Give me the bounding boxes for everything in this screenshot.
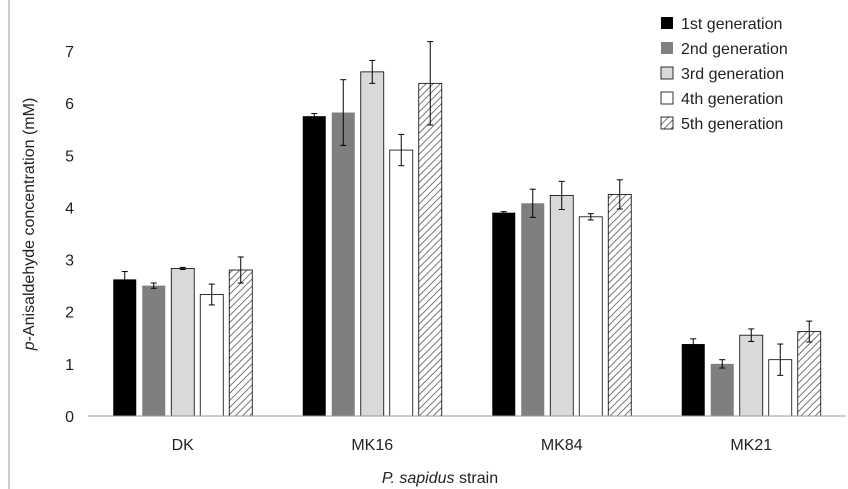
legend-label: 3rd generation [681, 66, 784, 83]
x-axis-ticks: DK MK16 MK84 MK21 [172, 437, 773, 454]
legend-swatch [660, 66, 674, 80]
bar [360, 71, 385, 417]
bar [228, 269, 253, 417]
y-axis-title-italic: p [21, 341, 38, 351]
bar [302, 116, 326, 416]
bar [418, 82, 443, 417]
y-tick-label: 7 [65, 44, 74, 61]
legend-label: 4th generation [681, 91, 783, 108]
y-tick-label: 1 [65, 357, 74, 374]
x-tick-label: MK16 [351, 437, 393, 454]
svg-text:p-Anisaldehyde concentration (: p-Anisaldehyde concentration (mM) [21, 98, 38, 352]
legend-swatch [661, 42, 673, 54]
bar [199, 294, 224, 417]
legend: 1st generation 2nd generation 3rd generati… [660, 16, 788, 133]
legend-swatch [660, 116, 674, 130]
bar [142, 285, 166, 416]
x-tick-label: MK84 [541, 437, 583, 454]
bar [710, 363, 734, 416]
bar [331, 112, 355, 417]
x-axis-title-italic: P. sapidus [382, 470, 455, 487]
bar [521, 203, 545, 416]
bar [578, 216, 603, 417]
y-tick-label: 2 [65, 305, 74, 322]
bar [607, 193, 632, 417]
legend-swatch [661, 17, 673, 29]
error-bars [121, 41, 813, 376]
x-tick-label: MK21 [730, 437, 772, 454]
y-tick-label: 3 [65, 253, 74, 270]
y-tick-label: 4 [65, 200, 74, 217]
x-axis-title-rest: strain [455, 470, 499, 487]
bar [739, 334, 764, 417]
bar [549, 195, 574, 417]
bars [113, 71, 822, 417]
bar [797, 331, 822, 417]
legend-swatch [660, 91, 674, 105]
y-axis-ticks: 0 1 2 3 4 5 6 7 [65, 44, 74, 426]
y-tick-label: 6 [65, 96, 74, 113]
legend-label: 5th generation [681, 116, 783, 133]
bar [681, 344, 705, 416]
x-axis-title: P. sapidus strain [382, 470, 498, 487]
bar [113, 279, 137, 416]
y-axis-title: p-Anisaldehyde concentration (mM) [21, 98, 38, 352]
x-tick-label: DK [172, 437, 195, 454]
legend-label: 2nd generation [681, 41, 788, 58]
y-axis-title-rest: -Anisaldehyde concentration (mM) [21, 98, 38, 342]
bar [170, 268, 195, 417]
y-tick-label: 5 [65, 148, 74, 165]
y-tick-label: 0 [65, 409, 74, 426]
bar [492, 212, 516, 416]
bar [389, 149, 414, 417]
legend-label: 1st generation [681, 16, 782, 33]
